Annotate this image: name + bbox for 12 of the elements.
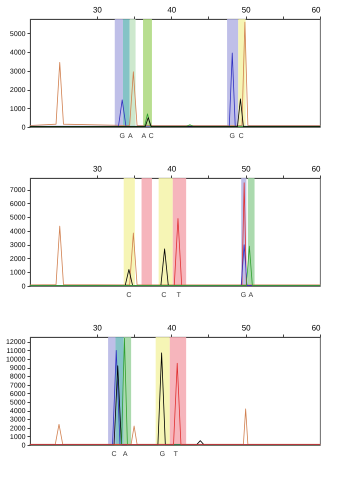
x-tick-label: 50 xyxy=(242,324,252,332)
x-tick-label: 40 xyxy=(167,324,177,332)
x-tick-label: 30 xyxy=(92,324,102,332)
x-tick-label: 50 xyxy=(242,164,252,174)
x-tick-label: 40 xyxy=(167,164,177,174)
x-tick-label: 60 xyxy=(312,324,322,332)
x-tick-label: 30 xyxy=(92,164,102,174)
x-tick-label: 60 xyxy=(312,6,322,14)
x-tick-label: 60 xyxy=(312,164,322,174)
x-tick-label: 40 xyxy=(167,6,177,14)
x-tick-label: 50 xyxy=(242,6,252,14)
x-tick-label: 30 xyxy=(92,6,102,14)
